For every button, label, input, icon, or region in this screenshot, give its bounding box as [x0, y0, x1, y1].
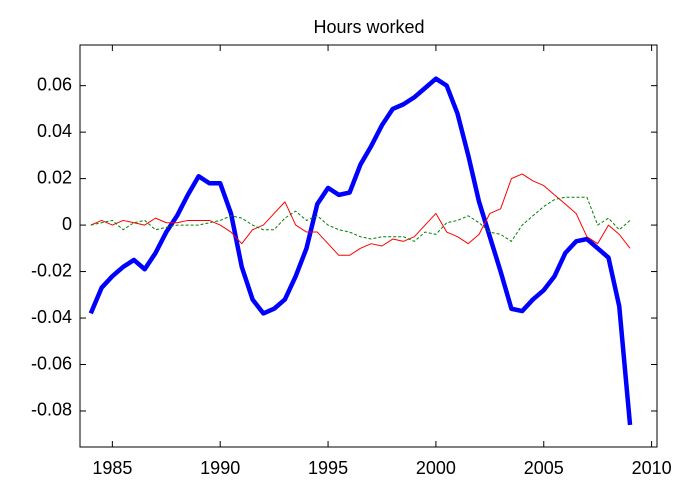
line-series — [90, 173, 631, 256]
x-tick-label: 1995 — [308, 458, 348, 478]
y-tick-label: 0.02 — [37, 167, 72, 187]
x-tick-label: 2005 — [524, 458, 564, 478]
y-tick-label: 0.06 — [37, 74, 72, 94]
y-tick-label: 0.04 — [37, 121, 72, 141]
y-tick-label: -0.08 — [31, 400, 72, 420]
y-tick-label: 0 — [62, 214, 72, 234]
x-tick-label: 2010 — [632, 458, 672, 478]
x-tick-label: 2000 — [416, 458, 456, 478]
y-tick-label: -0.02 — [31, 260, 72, 280]
line-series — [90, 196, 631, 242]
y-tick-label: -0.04 — [31, 307, 72, 327]
y-tick-label: -0.06 — [31, 353, 72, 373]
x-tick-label: 1990 — [200, 458, 240, 478]
line-series — [88, 76, 633, 426]
chart-title: Hours worked — [313, 17, 424, 37]
x-tick-label: 1985 — [92, 458, 132, 478]
plot-frame — [79, 44, 658, 448]
